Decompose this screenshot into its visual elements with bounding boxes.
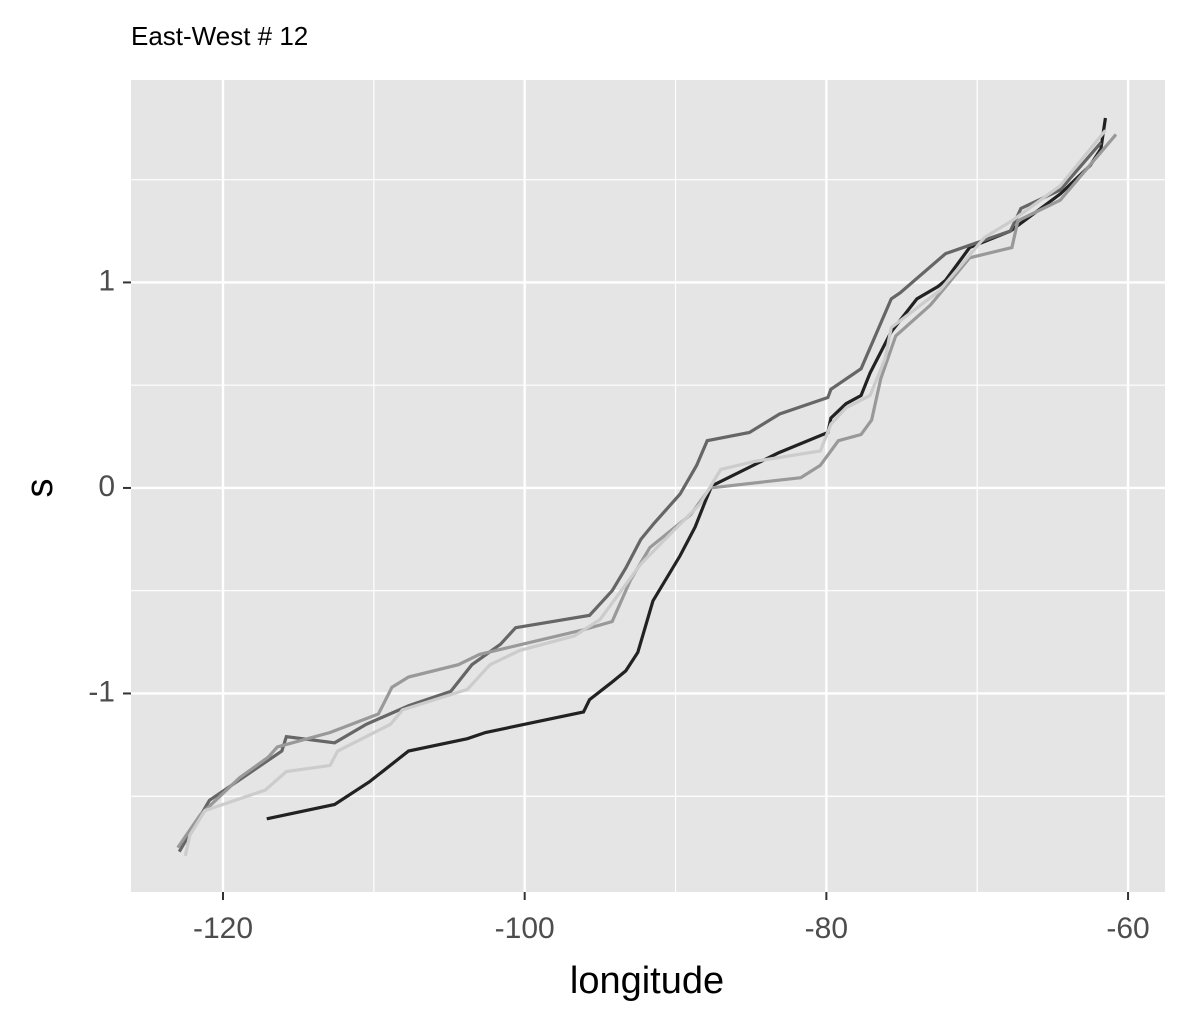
y-tick-label: -1 — [88, 675, 115, 708]
x-tick-label: -80 — [805, 912, 848, 945]
chart-title: East-West # 12 — [131, 21, 308, 51]
grid — [131, 80, 1165, 892]
panel — [131, 80, 1165, 892]
x-tick-label: -120 — [193, 912, 253, 945]
series-line — [176, 133, 1118, 849]
x-tick-label: -60 — [1106, 912, 1149, 945]
y-tick-label: 0 — [98, 470, 115, 503]
y-axis-label: s — [19, 479, 61, 498]
series-line — [266, 117, 1108, 821]
x-axis-label: longitude — [570, 960, 724, 1002]
x-tick-label: -100 — [495, 912, 555, 945]
series-line — [183, 129, 1107, 857]
series-line — [177, 141, 1103, 853]
lines — [176, 117, 1118, 857]
y-tick-label: 1 — [98, 264, 115, 297]
